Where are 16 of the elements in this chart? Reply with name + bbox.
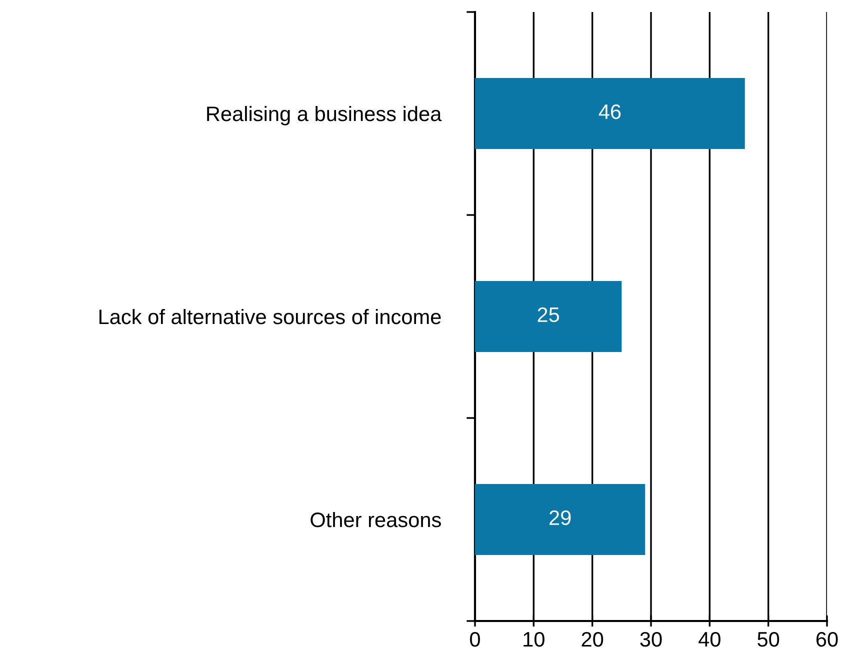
x-tick-label: 50 xyxy=(758,632,780,647)
x-tick-label: 10 xyxy=(524,632,544,647)
x-tick-label: 60 xyxy=(816,632,838,647)
data-label: 29 xyxy=(550,510,571,526)
bar xyxy=(475,78,745,150)
data-label: 46 xyxy=(598,104,621,120)
data-label: 25 xyxy=(538,307,560,322)
bar xyxy=(475,280,622,352)
y-tick-label: Realising a business idea xyxy=(207,106,442,126)
x-tick-label: 40 xyxy=(698,632,720,647)
y-tick-label: Lack of alternative sources of income xyxy=(99,308,441,324)
x-tick-label: 0 xyxy=(470,632,480,647)
x-tick-label: 30 xyxy=(640,632,662,647)
bar xyxy=(475,484,646,556)
y-tick-label: Other reasons xyxy=(310,512,441,528)
x-tick-label: 20 xyxy=(582,632,604,647)
